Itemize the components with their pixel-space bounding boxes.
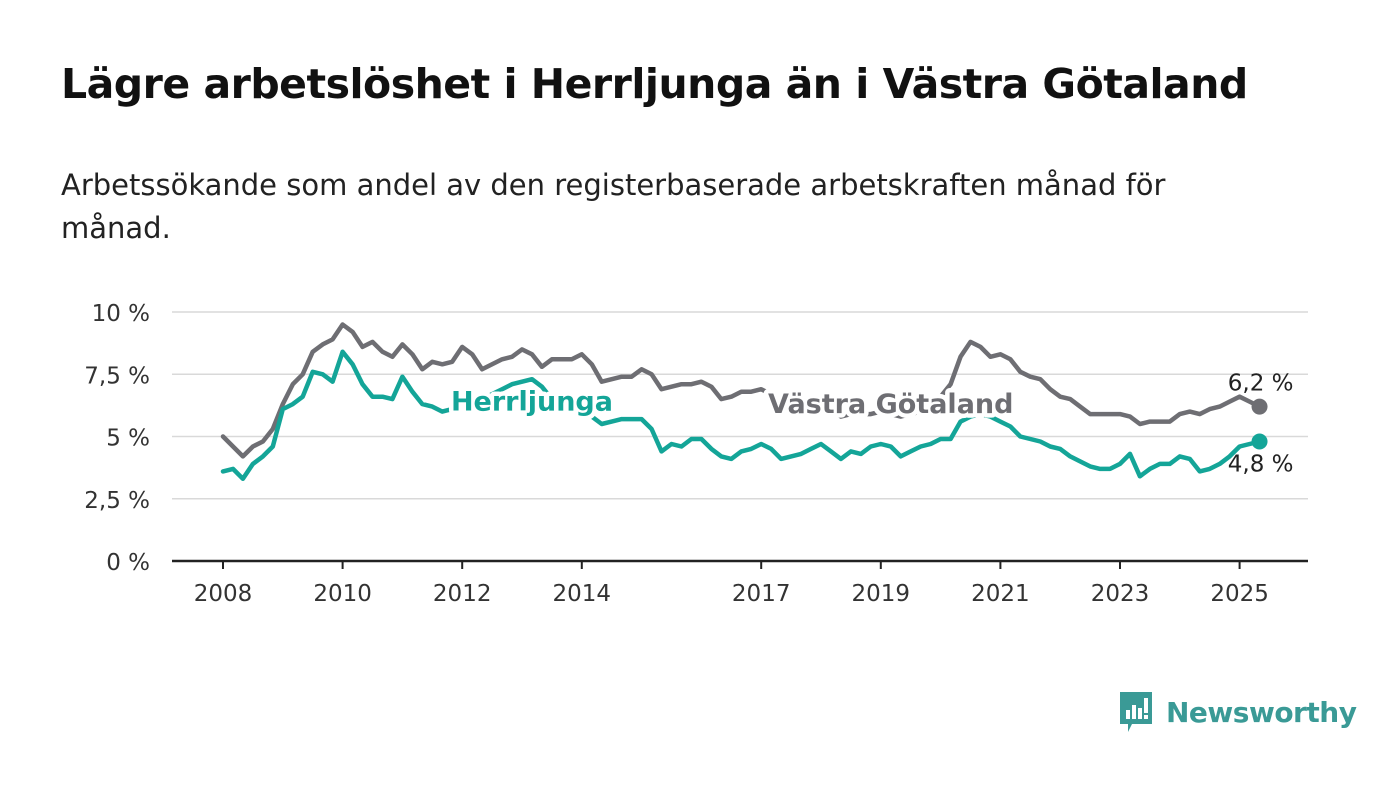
series-inline-label: Västra Götaland [768, 389, 1013, 420]
line-chart: 0 % 2,5 % 5 % 7,5 % 10 % 2008 2010 2012 2014 2017… [84, 301, 1308, 607]
series-line-herrljunga [220, 349, 1262, 482]
series-labels: 6,2 % 4,8 % Herrljunga Västra Götaland [446, 371, 1294, 478]
series-end-point [1251, 398, 1268, 415]
x-tick-label: 2010 [313, 581, 372, 607]
y-tick-label: 5 % [106, 426, 150, 452]
newsworthy-logo: Newsworthy [1118, 690, 1357, 734]
series-line-v-stra-g-taland [220, 322, 1262, 459]
x-tick-label: 2021 [971, 581, 1030, 607]
series-inline-label: Herrljunga [451, 387, 613, 418]
y-tick-label: 0 % [106, 550, 150, 576]
x-tick-label: 2025 [1210, 581, 1269, 607]
chart-title: Lägre arbetslöshet i Herrljunga än i Väs… [61, 60, 1248, 108]
y-tick-label: 10 % [92, 301, 150, 327]
end-value-label: 6,2 % [1228, 371, 1294, 397]
brand-name: Newsworthy [1166, 695, 1357, 729]
series-lines [220, 322, 1268, 482]
y-tick-label: 7,5 % [84, 363, 150, 389]
y-tick-label: 2,5 % [84, 488, 150, 514]
chart-subtitle: Arbetssökande som andel av den registerb… [61, 168, 1166, 245]
newsworthy-logo-icon [1120, 692, 1152, 732]
x-tick-label: 2023 [1091, 581, 1150, 607]
x-tick-label: 2014 [553, 581, 612, 607]
axes: 0 % 2,5 % 5 % 7,5 % 10 % 2008 2010 2012 2014 2017… [84, 301, 1308, 607]
x-tick-label: 2008 [194, 581, 253, 607]
x-tick-label: 2019 [852, 581, 911, 607]
series-end-point [1251, 433, 1268, 450]
end-value-label: 4,8 % [1228, 451, 1294, 477]
x-tick-label: 2017 [732, 581, 791, 607]
x-tick-label: 2012 [433, 581, 492, 607]
gridlines [172, 311, 1308, 500]
